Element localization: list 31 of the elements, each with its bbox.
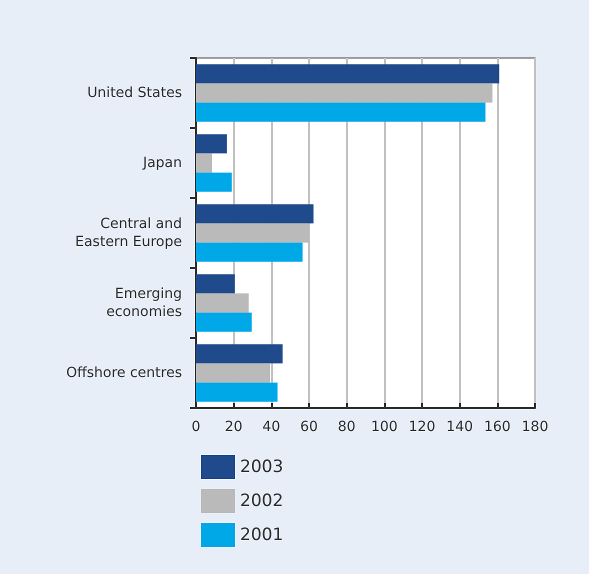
bar — [196, 153, 212, 173]
x-tick-label: 60 — [300, 419, 318, 435]
legend-label: 2003 — [240, 457, 284, 477]
y-tick-label: Emerging economies — [106, 286, 182, 320]
x-tick-label: 20 — [224, 419, 243, 435]
y-tick-label: United States — [87, 85, 182, 101]
y-tick-label: Central and Eastern Europe — [75, 216, 182, 250]
bar — [196, 382, 278, 402]
legend-label: 2001 — [240, 525, 284, 545]
x-tick-label: 40 — [262, 419, 280, 435]
x-tick-label: 100 — [370, 419, 398, 435]
bar — [196, 293, 249, 313]
y-tick-label: Japan — [142, 155, 182, 171]
x-tick-label: 120 — [408, 419, 436, 435]
bar — [196, 344, 283, 364]
x-tick-label: 140 — [446, 419, 474, 435]
bar — [196, 204, 314, 224]
bar — [196, 274, 235, 294]
bar — [196, 242, 303, 262]
bar — [196, 102, 486, 122]
bar — [196, 83, 492, 103]
x-tick-label: 80 — [338, 419, 356, 435]
bar — [196, 312, 252, 332]
bar — [196, 134, 227, 154]
x-tick-label: 160 — [484, 419, 511, 435]
x-tick-label: 180 — [522, 419, 548, 435]
legend-label: 2002 — [240, 491, 284, 511]
y-tick-label: Offshore centres — [66, 365, 182, 381]
x-tick-label: 0 — [192, 419, 200, 435]
bar — [196, 172, 232, 192]
bar — [196, 64, 500, 84]
